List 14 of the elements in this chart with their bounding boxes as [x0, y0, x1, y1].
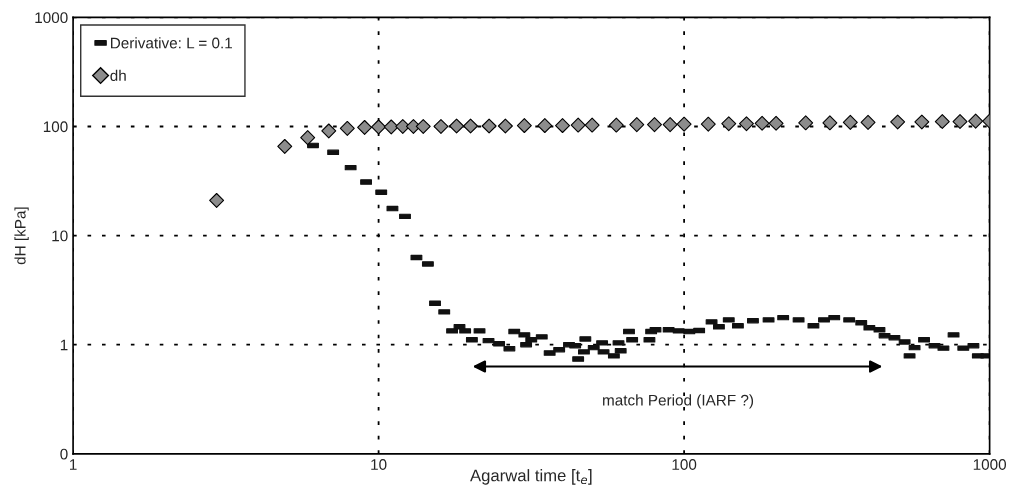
y-tick-label: 1000	[35, 12, 68, 24]
x-tick-label: 1000	[973, 459, 1007, 470]
y-axis-title: dH [kPa]	[14, 207, 29, 265]
annotation: match Period (IARF ?)	[603, 394, 754, 409]
y-tick-label: 10	[52, 230, 68, 242]
y-tick-label: 0	[60, 448, 68, 460]
x-tick-label: 10	[371, 459, 387, 470]
y-tick-label: 1	[60, 339, 68, 351]
legend-label: dh	[110, 69, 126, 82]
legend-label: Derivative: L = 0.1	[111, 37, 232, 49]
x-tick-label: 100	[672, 459, 697, 470]
x-axis-title: Agarwal time [t$_{e}$]	[470, 469, 592, 485]
y-tick-label: 100	[43, 121, 68, 133]
x-tick-label: 1	[70, 459, 77, 470]
